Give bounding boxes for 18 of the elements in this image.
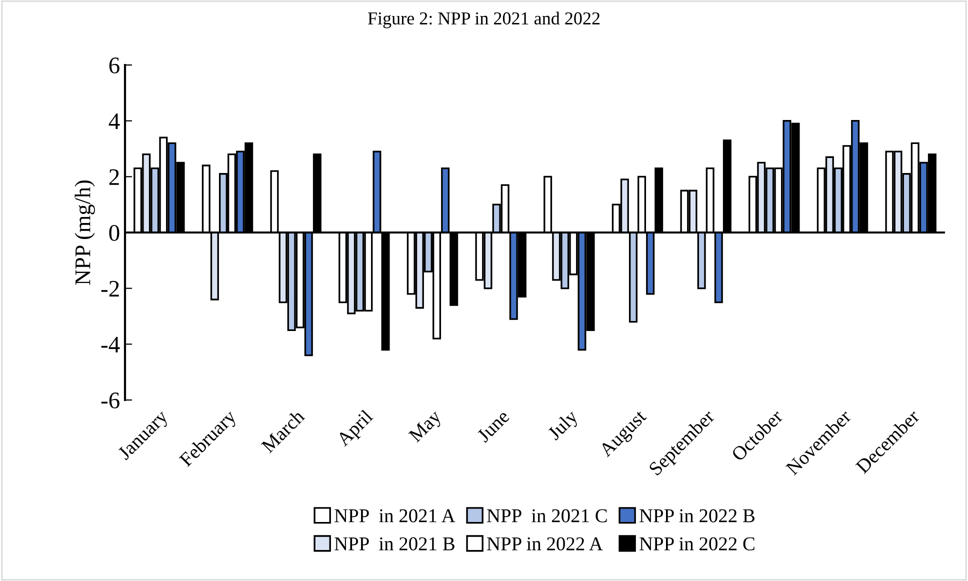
x-tick-label: June — [476, 409, 510, 443]
legend-label: NPP in 2021 C — [487, 509, 607, 522]
x-tick-label: July — [546, 408, 582, 444]
legend-label: NPP in 2022 B — [640, 509, 755, 522]
y-tick-label: 6 — [109, 58, 120, 74]
y-tick-label: -6 — [101, 392, 120, 408]
legend-label: NPP in 2021 B — [334, 537, 454, 550]
y-tick-label: 0 — [109, 224, 120, 241]
x-tick-label: May — [408, 408, 445, 446]
chart-title: Figure 2: NPP in 2021 and 2022 — [368, 12, 600, 28]
legend-label: NPP in 2021 A — [334, 509, 456, 522]
y-axis-title: NPP (mg/h) — [74, 180, 95, 285]
legend-label: NPP in 2022 A — [487, 537, 603, 550]
y-tick-label: -4 — [101, 336, 120, 352]
y-tick-label: -2 — [101, 280, 119, 297]
legend-label: NPP in 2022 C — [640, 537, 754, 550]
y-tick-label: 2 — [109, 169, 119, 185]
y-tick-label: 4 — [108, 113, 120, 130]
